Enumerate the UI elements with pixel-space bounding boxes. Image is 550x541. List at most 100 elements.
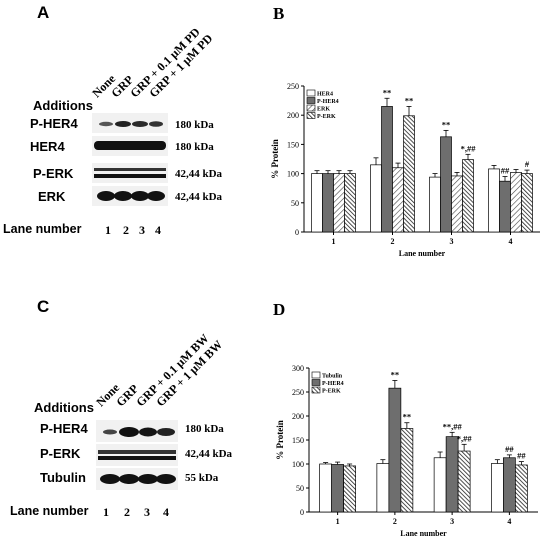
chart-d-ylabel: % Protein <box>275 420 285 460</box>
chart-d-xlabel: Lane number <box>400 529 447 538</box>
row-label-her4: HER4 <box>30 139 65 154</box>
panel-letter-a: A <box>37 3 50 22</box>
chart-d-category-label: 1 <box>336 517 340 526</box>
chart-b-category-label: 4 <box>509 237 513 246</box>
lane-number-c-1: 1 <box>103 505 109 519</box>
chart-b-bar <box>370 164 382 233</box>
chart-b-legend-swatch <box>306 89 316 97</box>
kda-c-tubulin: 55 kDa <box>185 472 219 484</box>
chart-b-ytick-label: 100 <box>287 170 299 179</box>
chart-b-annotation: ## <box>501 166 510 176</box>
chart-d-legend-swatch <box>311 379 321 386</box>
lane-number-a-4: 4 <box>155 223 161 237</box>
chart-b-annotation: # <box>525 159 530 169</box>
chart-d-ytick-label: 0 <box>300 508 304 517</box>
lane-number-a-2: 2 <box>123 223 129 237</box>
chart-b-xlabel: Lane number <box>399 249 446 258</box>
chart-d-ytick-label: 150 <box>292 436 304 445</box>
additions-label: Additions <box>33 98 93 113</box>
chart-d-ytick-label: 200 <box>292 412 304 421</box>
chart-d-annotation: ## <box>505 444 514 454</box>
lane-number-c-4: 4 <box>163 505 169 519</box>
chart-d-bar <box>491 463 504 513</box>
row-label-p-her4: P-HER4 <box>30 116 78 131</box>
chart-d-category-label: 4 <box>507 517 511 526</box>
chart-b-legend-label: HER4 <box>317 92 333 98</box>
chart-b-annotation: ** <box>405 95 414 105</box>
row-label-erk: ERK <box>38 189 66 204</box>
chart-b-legend-swatch <box>306 112 316 119</box>
chart-b-bar <box>440 136 452 233</box>
chart-d-bar <box>445 436 459 513</box>
lane-number-c-2: 2 <box>124 505 130 519</box>
chart-b-ytick-label: 0 <box>295 228 299 237</box>
chart-d-bar <box>388 387 402 513</box>
chart-d: D 0 50 100 150 200 250 300 % Protein Lane number… <box>273 300 538 538</box>
chart-b-bar <box>403 115 415 233</box>
lane-number-label-c: Lane number <box>10 504 89 518</box>
chart-d-ytick-label: 50 <box>296 484 304 493</box>
chart-b-legend-label: ERK <box>317 107 330 113</box>
chart-d-bar <box>376 463 390 513</box>
chart-b-bar <box>521 173 533 233</box>
lane-number-a-3: 3 <box>139 223 145 237</box>
blot-strip-c-p-erk <box>96 444 178 466</box>
chart-d-annotation: ** <box>391 369 400 379</box>
chart-b-category-label: 1 <box>332 237 336 246</box>
kda-p-erk: 42,44 kDa <box>175 168 223 180</box>
chart-b-bar <box>322 173 334 233</box>
chart-b-bar <box>429 176 441 233</box>
chart-b-bar <box>488 168 500 233</box>
chart-b-bar <box>333 173 345 233</box>
chart-b-bar <box>344 173 356 233</box>
chart-b-ytick-label: 200 <box>287 111 299 120</box>
chart-d-legend-label: Tubulin <box>322 374 343 380</box>
chart-d-bar <box>433 457 447 513</box>
chart-d-annotation: ## <box>517 451 526 461</box>
chart-b-category-label: 2 <box>391 237 395 246</box>
chart-d-ytick-label: 300 <box>292 364 304 373</box>
chart-d-bar <box>331 464 344 513</box>
chart-b-bar <box>510 172 522 233</box>
row-label-p-erk: P-ERK <box>33 166 74 181</box>
chart-b-bar <box>499 180 511 233</box>
panel-letter-d: D <box>273 300 285 319</box>
blot-strip-her4 <box>92 136 168 156</box>
chart-b-legend-swatch <box>306 97 316 104</box>
chart-b-ytick-label: 50 <box>291 199 299 208</box>
chart-d-ytick-label: 250 <box>292 388 304 397</box>
chart-d-annotation: ** <box>403 412 412 422</box>
row-label-c-tubulin: Tubulin <box>40 470 86 485</box>
row-label-c-p-her4: P-HER4 <box>40 421 88 436</box>
row-label-c-p-erk: P-ERK <box>40 446 81 461</box>
chart-b: B 0 50 100 150 200 250 % Protein Lane number 1 2 3… <box>270 4 540 258</box>
panel-letter-c: C <box>37 297 50 316</box>
chart-b-legend-label: P-ERK <box>317 114 336 120</box>
blot-strip-c-p-her4 <box>96 420 178 442</box>
chart-d-bar <box>457 450 471 513</box>
chart-d-bar <box>503 457 516 513</box>
chart-d-category-label: 2 <box>393 517 397 526</box>
chart-d-legend-swatch <box>311 371 321 379</box>
chart-d-bar <box>400 428 414 513</box>
kda-c-p-erk: 42,44 kDa <box>185 448 233 460</box>
panel-letter-b: B <box>273 4 284 23</box>
chart-d-category-label: 3 <box>450 517 454 526</box>
chart-b-ytick-label: 150 <box>287 140 299 149</box>
chart-d-ytick-label: 100 <box>292 460 304 469</box>
chart-b-legend-label: P-HER4 <box>317 99 339 105</box>
kda-her4: 180 kDa <box>175 141 214 153</box>
chart-d-bar <box>319 463 332 513</box>
chart-b-annotation: ** <box>383 87 392 97</box>
chart-b-bar <box>392 167 404 233</box>
chart-b-ylabel: % Protein <box>270 139 280 179</box>
blot-strip-p-erk <box>92 163 168 183</box>
kda-c-p-her4: 180 kDa <box>185 423 224 435</box>
chart-b-annotation: ** <box>442 119 451 129</box>
chart-d-legend-swatch <box>311 386 321 394</box>
chart-d-annotation: *,## <box>457 433 473 443</box>
lane-number-label-a: Lane number <box>3 222 82 236</box>
chart-b-bar <box>381 106 393 233</box>
kda-erk: 42,44 kDa <box>175 191 223 203</box>
blot-strip-p-her4 <box>92 113 168 133</box>
